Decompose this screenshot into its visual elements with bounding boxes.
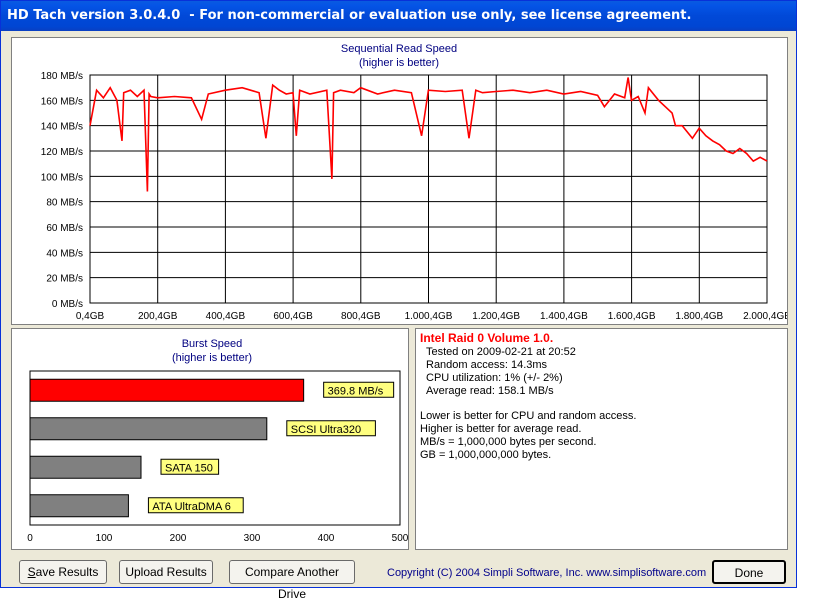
note-gb: GB = 1,000,000,000 bytes. (420, 449, 552, 461)
note-mbs: MB/s = 1,000,000 bytes per second. (420, 436, 597, 448)
burst-x-tick-label: 500 (392, 533, 408, 544)
read-x-tick-label: 1.800,4GB (675, 311, 723, 322)
read-y-tick-label: 100 MB/s (41, 172, 83, 183)
read-y-tick-label: 40 MB/s (46, 248, 83, 259)
burst-bar (29, 494, 129, 518)
burst-chart-title: Burst Speed (182, 338, 243, 350)
read-x-tick-label: 1.600,4GB (608, 311, 656, 322)
read-x-tick-label: 1.200,4GB (472, 311, 520, 322)
burst-bar-label-box (286, 420, 376, 437)
burst-x-tick-label: 0 (27, 533, 33, 544)
burst-bar-label-box (147, 497, 244, 514)
read-x-tick-label: 200,4GB (138, 311, 178, 322)
sequential-read-chart: Sequential Read Speed (higher is better)… (41, 43, 787, 322)
done-button[interactable]: Done (712, 560, 786, 584)
app-window: HD Tach version 3.0.4.0 - For non-commer… (0, 0, 797, 601)
cpu-utilization: CPU utilization: 1% (+/- 2%) (426, 372, 563, 384)
burst-bar-label-box (323, 381, 395, 398)
read-x-tick-label: 800,4GB (341, 311, 381, 322)
burst-x-tick-label: 300 (244, 533, 261, 544)
burst-bar (29, 378, 305, 402)
drive-name: Intel Raid 0 Volume 1.0. (420, 331, 554, 345)
read-x-tick-label: 400,4GB (206, 311, 246, 322)
burst-bar-label: SCSI Ultra320 (291, 424, 361, 436)
read-plot-area (89, 74, 768, 304)
read-y-tick-label: 80 MB/s (46, 198, 83, 209)
burst-bar (29, 417, 268, 441)
burst-chart-panel: Burst Speed (higher is better) 0 100 200 30… (11, 328, 409, 550)
average-read: Average read: 158.1 MB/s (426, 385, 554, 397)
burst-x-tick-label: 100 (96, 533, 113, 544)
note-cpu: Lower is better for CPU and random acces… (420, 410, 637, 422)
read-y-tick-label: 120 MB/s (41, 147, 83, 158)
read-y-tick-label: 20 MB/s (46, 274, 83, 285)
read-chart-panel: Sequential Read Speed (higher is better)… (11, 37, 788, 325)
read-chart-title: Sequential Read Speed (341, 43, 457, 55)
burst-bar-label: 369.8 MB/s (328, 385, 384, 397)
burst-bar-label: SATA 150 (165, 462, 213, 474)
read-y-tick-label: 180 MB/s (41, 71, 83, 82)
read-y-tick-label: 160 MB/s (41, 96, 83, 107)
copyright-link[interactable]: Copyright (C) 2004 Simpli Software, Inc.… (387, 567, 707, 579)
read-y-tick-label: 140 MB/s (41, 122, 83, 133)
random-access: Random access: 14.3ms (426, 359, 548, 371)
tested-on: Tested on 2009-02-21 at 20:52 (426, 346, 576, 358)
burst-speed-chart: Burst Speed (higher is better) 0 100 200 30… (27, 338, 408, 544)
read-chart-subtitle: (higher is better) (359, 57, 439, 69)
info-panel: Intel Raid 0 Volume 1.0. Tested on 2009-… (415, 328, 788, 550)
burst-x-tick-label: 200 (170, 533, 187, 544)
note-average: Higher is better for average read. (420, 423, 582, 435)
burst-bar-label: ATA UltraDMA 6 (152, 501, 230, 513)
title-bar: HD Tach version 3.0.4.0 - For non-commer… (1, 1, 796, 31)
read-x-tick-label: 0,4GB (76, 311, 105, 322)
burst-x-tick-label: 400 (318, 533, 335, 544)
read-y-tick-label: 60 MB/s (46, 223, 83, 234)
burst-chart-subtitle: (higher is better) (172, 352, 252, 364)
read-x-tick-label: 1.000,4GB (405, 311, 453, 322)
save-results-button[interactable]: Save Results (19, 560, 107, 584)
compare-drive-button[interactable]: Compare Another Drive (229, 560, 355, 601)
read-x-tick-label: 2.000,4GE (743, 311, 787, 322)
read-x-tick-label: 600,4GB (273, 311, 313, 322)
read-x-tick-label: 1.400,4GB (540, 311, 588, 322)
burst-bar-label-box (160, 458, 220, 475)
read-speed-series (89, 77, 768, 192)
burst-bar (29, 455, 142, 479)
upload-results-button[interactable]: Upload Results (119, 560, 213, 584)
read-y-tick-label: 0 MB/s (52, 299, 83, 310)
